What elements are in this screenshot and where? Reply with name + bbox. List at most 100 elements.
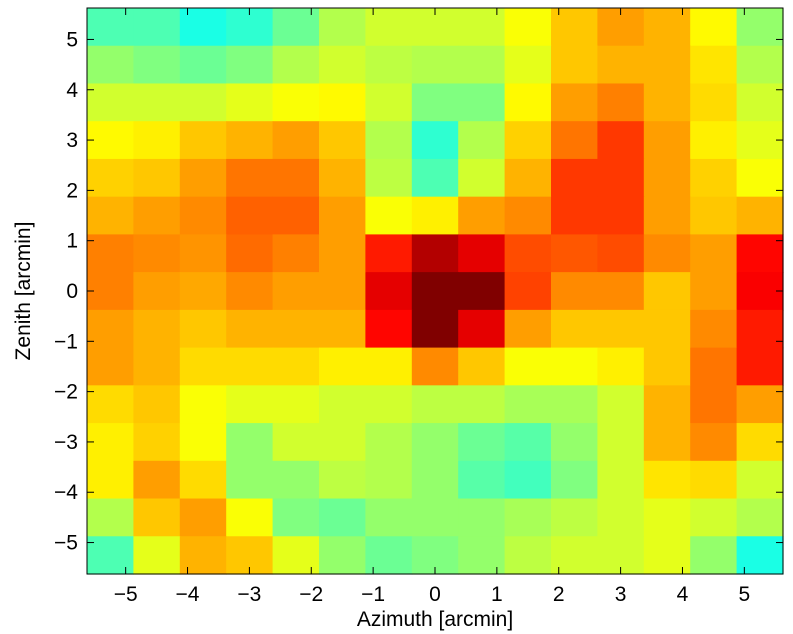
heatmap-cell <box>273 423 320 461</box>
heatmap-cell <box>226 348 273 386</box>
heatmap-cell <box>597 46 644 84</box>
heatmap-cell <box>551 310 598 348</box>
heatmap-cell <box>412 121 459 159</box>
heatmap-cell <box>597 272 644 310</box>
heatmap-cell <box>597 234 644 272</box>
heatmap-cell <box>87 461 134 499</box>
y-tick-label: −3 <box>54 431 78 454</box>
heatmap-cell <box>505 234 552 272</box>
heatmap-cell <box>87 159 134 197</box>
heatmap-cell <box>133 348 180 386</box>
heatmap-cell <box>87 197 134 235</box>
heatmap-cell <box>133 536 180 574</box>
heatmap-cells <box>87 8 784 575</box>
heatmap-cell <box>551 121 598 159</box>
heatmap-cell <box>644 310 691 348</box>
heatmap-cell <box>180 159 227 197</box>
heatmap-cell <box>180 348 227 386</box>
heatmap-cell <box>133 461 180 499</box>
heatmap-cell <box>180 46 227 84</box>
y-axis-label: Zenith [arcmin] <box>12 222 35 361</box>
heatmap-cell <box>505 385 552 423</box>
heatmap-cell <box>133 46 180 84</box>
x-axis-label: Azimuth [arcmin] <box>357 608 513 631</box>
heatmap-cell <box>87 385 134 423</box>
heatmap-cell <box>273 197 320 235</box>
heatmap-cell <box>597 159 644 197</box>
heatmap-cell <box>87 8 134 46</box>
heatmap-cell <box>505 310 552 348</box>
heatmap-cell <box>319 46 366 84</box>
heatmap-cell <box>551 423 598 461</box>
heatmap-cell <box>180 423 227 461</box>
heatmap-cell <box>365 234 412 272</box>
heatmap-cell <box>226 197 273 235</box>
heatmap-cell <box>273 461 320 499</box>
heatmap-cell <box>319 121 366 159</box>
heatmap-cell <box>644 159 691 197</box>
heatmap-cell <box>458 159 505 197</box>
x-tick-label: −4 <box>176 583 200 606</box>
heatmap-cell <box>551 46 598 84</box>
heatmap-cell <box>737 83 784 121</box>
heatmap-cell <box>226 83 273 121</box>
x-tick-label: 0 <box>429 583 441 606</box>
heatmap-cell <box>365 272 412 310</box>
heatmap-cell <box>133 310 180 348</box>
heatmap-cell <box>87 423 134 461</box>
heatmap-cell <box>505 423 552 461</box>
y-tick-label: −2 <box>54 381 78 404</box>
heatmap-cell <box>412 348 459 386</box>
heatmap-cell <box>180 272 227 310</box>
heatmap-cell <box>690 423 737 461</box>
heatmap-cell <box>458 423 505 461</box>
heatmap-cell <box>458 499 505 537</box>
heatmap-cell <box>597 83 644 121</box>
heatmap-cell <box>597 121 644 159</box>
heatmap-cell <box>412 499 459 537</box>
heatmap-cell <box>133 83 180 121</box>
y-tick-label: 0 <box>66 280 78 303</box>
heatmap-cell <box>273 499 320 537</box>
heatmap-cell <box>273 536 320 574</box>
heatmap-cell <box>133 499 180 537</box>
heatmap-cell <box>273 8 320 46</box>
heatmap-cell <box>365 423 412 461</box>
x-tick-label: 4 <box>677 583 689 606</box>
heatmap-cell <box>180 234 227 272</box>
heatmap-cell <box>644 272 691 310</box>
heatmap-cell <box>458 234 505 272</box>
heatmap-cell <box>365 499 412 537</box>
heatmap-cell <box>597 348 644 386</box>
heatmap-cell <box>226 46 273 84</box>
heatmap-cell <box>273 121 320 159</box>
heatmap-cell <box>505 197 552 235</box>
heatmap-cell <box>737 8 784 46</box>
y-tick-label: −5 <box>54 532 78 555</box>
x-tick-label: −1 <box>361 583 385 606</box>
heatmap-cell <box>180 121 227 159</box>
heatmap-cell <box>412 461 459 499</box>
heatmap-cell <box>505 8 552 46</box>
heatmap-cell <box>273 234 320 272</box>
heatmap-cell <box>458 310 505 348</box>
heatmap-cell <box>133 272 180 310</box>
y-tick-label: −4 <box>54 481 78 504</box>
heatmap-cell <box>458 461 505 499</box>
heatmap-cell <box>133 423 180 461</box>
heatmap-cell <box>505 272 552 310</box>
heatmap-cell <box>180 310 227 348</box>
heatmap-cell <box>690 234 737 272</box>
heatmap-cell <box>690 499 737 537</box>
heatmap-cell <box>505 159 552 197</box>
heatmap-cell <box>87 310 134 348</box>
heatmap-cell <box>319 499 366 537</box>
heatmap-cell <box>690 310 737 348</box>
heatmap-cell <box>273 310 320 348</box>
heatmap-cell <box>644 234 691 272</box>
heatmap-cell <box>644 536 691 574</box>
heatmap-cell <box>319 234 366 272</box>
heatmap-cell <box>551 83 598 121</box>
heatmap-cell <box>319 83 366 121</box>
heatmap-cell <box>551 461 598 499</box>
